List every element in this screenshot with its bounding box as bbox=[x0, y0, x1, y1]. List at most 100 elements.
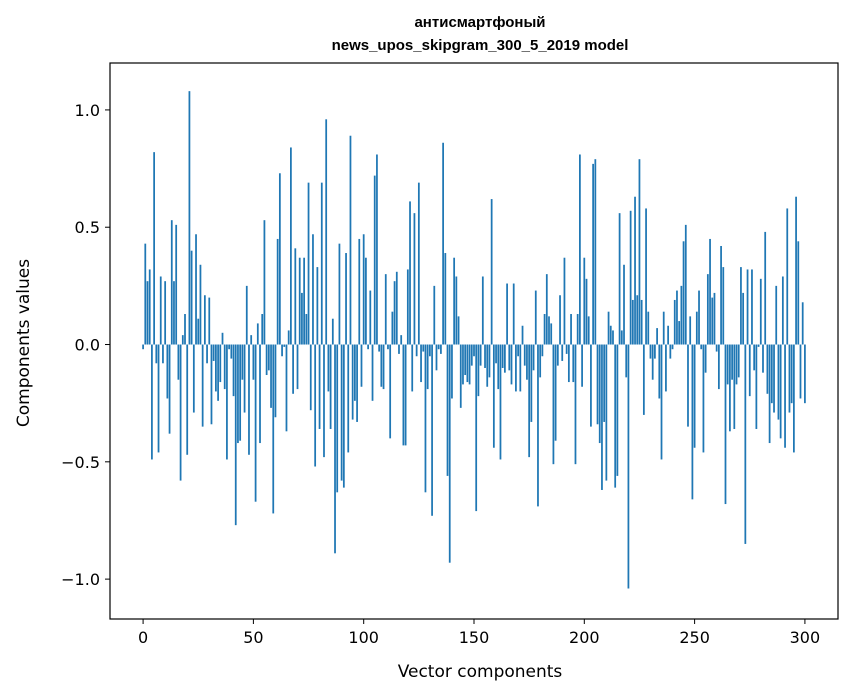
bar-component-152 bbox=[477, 344, 480, 397]
bar-component-161 bbox=[497, 344, 500, 390]
bar-component-297 bbox=[797, 241, 800, 345]
bar-component-287 bbox=[775, 285, 778, 345]
bar-component-246 bbox=[684, 224, 687, 345]
bar-component-105 bbox=[373, 175, 376, 345]
bar-component-286 bbox=[773, 344, 775, 413]
bar-component-133 bbox=[435, 344, 438, 371]
bar-component-94 bbox=[349, 135, 352, 345]
bar-component-55 bbox=[263, 220, 266, 345]
bar-component-15 bbox=[175, 224, 178, 345]
bar-component-208 bbox=[601, 344, 603, 490]
bar-component-266 bbox=[729, 344, 731, 432]
bar-component-255 bbox=[704, 344, 707, 373]
bar-component-17 bbox=[179, 344, 182, 481]
bar-component-234 bbox=[658, 344, 661, 399]
bar-component-193 bbox=[567, 344, 570, 383]
bar-component-150 bbox=[473, 344, 475, 357]
bar-component-292 bbox=[786, 208, 789, 345]
bar-component-294 bbox=[790, 344, 793, 404]
bar-component-281 bbox=[762, 344, 764, 373]
bar-component-93 bbox=[347, 344, 350, 453]
bar-component-238 bbox=[667, 325, 670, 345]
bar-component-239 bbox=[669, 344, 672, 359]
bar-component-22 bbox=[190, 250, 193, 345]
bar-component-113 bbox=[391, 311, 394, 345]
bar-component-275 bbox=[748, 344, 751, 397]
bar-component-31 bbox=[210, 344, 213, 425]
bar-component-103 bbox=[369, 290, 372, 345]
bar-component-82 bbox=[323, 344, 325, 458]
bar-component-64 bbox=[283, 344, 286, 347]
bar-component-123 bbox=[413, 213, 416, 345]
bar-component-110 bbox=[384, 274, 387, 345]
bar-component-291 bbox=[784, 344, 786, 448]
bar-component-11 bbox=[166, 344, 169, 399]
bar-component-195 bbox=[572, 344, 575, 383]
bar-component-77 bbox=[312, 234, 314, 345]
bar-component-285 bbox=[770, 344, 773, 404]
x-axis-label: Vector components bbox=[398, 662, 563, 682]
bar-component-67 bbox=[290, 147, 292, 345]
bar-component-86 bbox=[331, 318, 334, 345]
bar-component-124 bbox=[415, 344, 418, 357]
bar-component-191 bbox=[563, 257, 566, 345]
bar-component-230 bbox=[649, 344, 652, 359]
bar-component-247 bbox=[687, 344, 689, 427]
bar-component-155 bbox=[484, 344, 486, 368]
bar-component-32 bbox=[212, 344, 215, 361]
bar-component-224 bbox=[636, 295, 639, 345]
bar-component-30 bbox=[208, 297, 211, 345]
bar-component-276 bbox=[751, 269, 753, 345]
bar-component-60 bbox=[274, 344, 277, 418]
bar-component-83 bbox=[325, 119, 328, 345]
bar-component-184 bbox=[548, 316, 550, 345]
bar-component-299 bbox=[801, 302, 804, 345]
bar-component-272 bbox=[742, 292, 745, 345]
bar-component-84 bbox=[327, 344, 330, 392]
bar-component-24 bbox=[195, 234, 197, 345]
bar-component-95 bbox=[351, 344, 354, 420]
bar-component-111 bbox=[387, 344, 389, 350]
bar-component-89 bbox=[338, 243, 341, 345]
bar-component-125 bbox=[417, 182, 420, 345]
bar-component-237 bbox=[665, 344, 667, 392]
bar-component-13 bbox=[170, 220, 173, 345]
bar-component-106 bbox=[376, 154, 378, 345]
bar-component-35 bbox=[219, 344, 222, 383]
bar-component-210 bbox=[605, 344, 608, 481]
bar-component-122 bbox=[411, 344, 414, 392]
bar-component-43 bbox=[237, 344, 239, 444]
bar-component-274 bbox=[746, 269, 749, 345]
bar-component-38 bbox=[226, 344, 228, 460]
bar-component-288 bbox=[777, 344, 780, 420]
bar-component-129 bbox=[426, 344, 429, 390]
bar-component-192 bbox=[565, 344, 568, 354]
bar-component-227 bbox=[642, 344, 645, 415]
bar-component-131 bbox=[431, 344, 433, 516]
bar-component-78 bbox=[314, 344, 317, 467]
bar-component-65 bbox=[285, 344, 288, 432]
bar-component-37 bbox=[223, 344, 226, 390]
bar-component-178 bbox=[534, 290, 537, 345]
bar-component-175 bbox=[528, 344, 531, 458]
y-tick-label: −1.0 bbox=[61, 570, 100, 589]
bar-component-8 bbox=[159, 276, 162, 345]
bar-component-263 bbox=[722, 267, 725, 345]
chart-title-line2: news_upos_skipgram_300_5_2019 model bbox=[332, 37, 629, 54]
bar-component-138 bbox=[446, 344, 449, 476]
bar-component-45 bbox=[241, 344, 244, 380]
bar-series bbox=[142, 91, 806, 589]
bar-component-52 bbox=[256, 323, 259, 345]
bar-component-40 bbox=[230, 344, 233, 359]
bar-component-283 bbox=[766, 344, 769, 394]
bar-component-200 bbox=[583, 257, 586, 345]
bar-component-61 bbox=[276, 238, 279, 345]
bar-component-71 bbox=[298, 257, 301, 345]
bar-component-26 bbox=[199, 264, 202, 345]
bar-component-269 bbox=[735, 344, 738, 385]
bar-component-278 bbox=[755, 344, 758, 429]
bar-component-194 bbox=[570, 314, 572, 345]
bar-component-48 bbox=[248, 344, 250, 455]
